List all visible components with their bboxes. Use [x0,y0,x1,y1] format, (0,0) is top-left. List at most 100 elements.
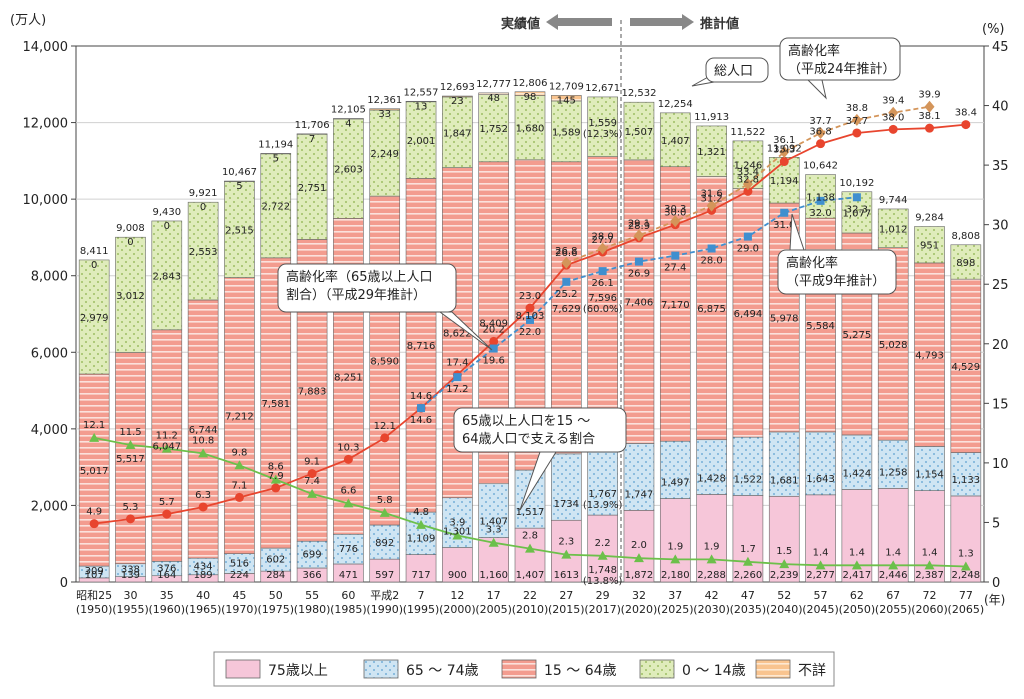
bar-unknown [551,95,582,102]
line-value-label: 7.4 [304,476,320,487]
line-value-label: 11.5 [119,427,141,438]
diamond-marker [670,215,681,228]
circle-marker [198,502,208,512]
line-value-label: 6.6 [340,485,356,496]
segment-label: 1613 [554,570,579,581]
bar-65-74 [732,436,764,496]
segment-label: 8,716 [407,341,436,352]
bar-unknown [405,100,437,103]
line-value-label: 6.3 [195,490,211,501]
segment-label: 7,596 (60.0%) [583,293,623,315]
x-tick-label: 35 [160,589,174,602]
x-tick-label: 40 [196,589,210,602]
line-value-label: 17.2 [446,384,468,395]
callout-h9: 高齢化率 （平成9年推計） [777,213,897,295]
x-tick-year: (2015) [548,603,585,616]
square-marker [743,232,752,241]
segment-label: 7,170 [661,300,690,311]
line-value-label: 31.2 [700,193,722,204]
callout-text: 65歳以上人口を15 ～ [462,414,590,429]
diamond-marker [888,106,899,119]
segment-label: 284 [266,570,285,581]
callout-text: （平成9年推計） [786,273,885,289]
line-value-label: 27.7 [592,235,614,246]
callout-box [779,37,901,81]
line-value-label: 31.0 [773,220,795,231]
segment-label: 2,603 [334,165,363,176]
x-tick-label: 平成2 [370,589,399,602]
line-value-label: 5.7 [159,497,175,508]
line-value-label: 2.0 [631,540,647,551]
y-left-tick-label: 0 [60,576,68,591]
callout-tail [806,79,827,100]
line-value-label: 1.7 [740,544,756,555]
y-right-tick-label: 40 [992,100,1009,115]
line-value-label: 38.0 [882,112,904,123]
legend: 75歳以上 65 ～ 74歳 15 ～ 64歳 0 ～ 14歳 不詳 [213,651,835,687]
bar-65-74 [950,452,982,497]
x-tick-label: 50 [269,589,283,602]
line-value-label: 7.9 [268,471,284,482]
triangle-marker [379,507,390,517]
segment-label: 1,407 [661,136,690,147]
triangle-marker [779,559,790,569]
bar-0-14 [151,220,183,331]
circle-marker [234,492,244,502]
line-value-label: 32.8 [737,174,759,185]
segment-label: 434 [194,561,213,572]
total-label: 9,744 [879,195,908,206]
triangle-marker [525,543,535,553]
segment-label: 8,251 [334,372,363,383]
callout-text: 64歳人口で支える割合 [462,431,595,447]
callout-text: 総人口 [714,64,753,79]
segment-label: 3,012 [116,291,145,302]
y-left-tick-label: 2,000 [31,499,68,514]
callout-text: 高齢化率 [786,255,838,271]
line-value-label: 8.6 [268,462,284,473]
segment-label: 2,553 [189,247,218,258]
legend-swatch [639,659,675,679]
bar-75plus [659,498,691,583]
x-tick-year: (1995) [403,603,440,616]
x-tick-year: (1955) [112,603,149,616]
bar-unknown [224,180,255,182]
bar-unknown [442,95,473,98]
callout-box [705,57,769,83]
circle-marker [125,514,135,524]
x-tick-label: 72 [923,589,937,602]
bar-15-64 [914,262,945,447]
diamond-marker [561,256,572,269]
line-value-label: 29.0 [737,244,759,255]
triangle-marker [851,560,862,570]
y-right-tick-label: 25 [992,278,1009,293]
period-projected: 推計値 [630,14,739,32]
segment-label: 1,154 [915,470,944,481]
circle-marker [489,336,499,346]
segment-label: 164 [157,570,176,581]
segment-label: 1,424 [843,468,872,479]
square-marker [634,257,643,266]
x-tick-year: (1950) [76,603,113,616]
circle-marker [925,123,935,133]
line-value-label: 36.8 [809,127,831,138]
bar-15-64 [224,277,255,554]
bar-0-14 [877,208,909,248]
line-value-label: 9.1 [304,457,320,468]
segment-label: 6,875 [697,304,726,315]
bar-15-64 [115,352,146,565]
triangle-marker [307,488,318,498]
total-label: 10,467 [222,167,257,178]
segment-label: 898 [956,258,975,269]
segment-label: 0 [127,237,133,248]
x-tick-year: (2040) [766,603,803,616]
square-marker [489,344,498,353]
triangle-marker [706,554,717,564]
segment-label: 0 [200,202,206,213]
diamond-marker [597,242,608,255]
line-value-label: 39.4 [882,96,904,107]
segment-label: 2,979 [80,313,109,324]
bar-0-14 [478,94,509,163]
triangle-marker [198,448,209,458]
line-value-label: 5.3 [123,502,139,513]
callout-support: 65歳以上人口を15 ～ 64歳人口で支える割合 [453,407,627,511]
